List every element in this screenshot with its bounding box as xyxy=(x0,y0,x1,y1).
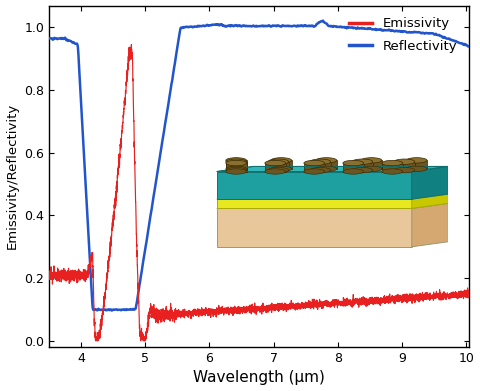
Legend: Emissivity, Reflectivity: Emissivity, Reflectivity xyxy=(343,12,463,58)
Y-axis label: Emissivity/Reflectivity: Emissivity/Reflectivity xyxy=(6,103,19,249)
X-axis label: Wavelength (μm): Wavelength (μm) xyxy=(193,370,325,386)
